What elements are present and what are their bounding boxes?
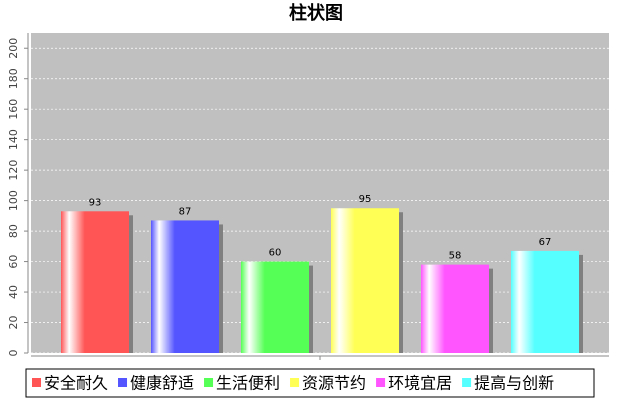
bar [511, 250, 579, 353]
legend-swatch [204, 378, 214, 387]
bar [151, 220, 219, 353]
y-tick-label: 80 [7, 224, 20, 238]
y-tick-label: 120 [7, 160, 20, 181]
bar [331, 208, 399, 353]
value-label: 87 [179, 206, 192, 217]
y-tick-label: 40 [7, 285, 20, 299]
legend-label: 生活便利 [216, 374, 280, 393]
legend-swatch [32, 378, 41, 387]
y-tick-label: 60 [7, 255, 20, 269]
y-tick-label: 200 [7, 38, 20, 59]
y-tick-label: 20 [7, 316, 20, 330]
legend-swatch [290, 378, 300, 387]
legend-swatch [376, 378, 386, 387]
y-tick-label: 100 [7, 190, 20, 211]
value-label: 60 [269, 248, 282, 259]
legend-swatch [118, 378, 128, 387]
chart-title: 柱状图 [289, 2, 343, 24]
legend-label: 环境宜居 [388, 374, 452, 393]
y-tick-label: 0 [7, 350, 20, 357]
legend-label: 资源节约 [302, 374, 366, 393]
bar [241, 261, 309, 353]
legend-label: 健康舒适 [130, 374, 194, 393]
y-tick-label: 180 [7, 68, 20, 89]
y-tick-label: 140 [7, 129, 20, 150]
bar [421, 264, 489, 353]
legend-swatch [462, 378, 472, 387]
y-tick-label: 160 [7, 99, 20, 120]
value-label: 95 [359, 194, 372, 205]
value-label: 93 [89, 197, 102, 208]
legend-label: 提高与创新 [474, 374, 554, 393]
legend-label: 安全耐久 [44, 374, 108, 393]
bar [61, 211, 129, 353]
value-label: 58 [449, 251, 462, 262]
value-label: 67 [539, 237, 552, 248]
